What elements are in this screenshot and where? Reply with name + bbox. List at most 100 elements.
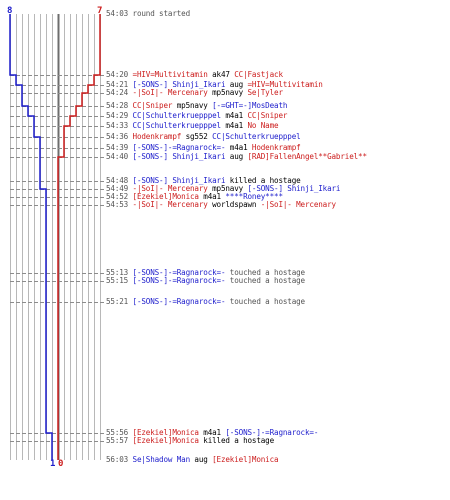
log-event: touched a hostage <box>225 297 305 306</box>
log-event: ak47 <box>207 70 235 79</box>
log-event: m4a1 <box>198 428 226 437</box>
blue-team-alive-line <box>9 14 53 460</box>
log-player: CC|Sniper <box>247 111 288 120</box>
log-event: mp5navy <box>207 88 248 97</box>
log-time: 54:48 <box>106 176 133 185</box>
log-time: 54:03 <box>106 9 133 18</box>
log-entry: 54:03 round started <box>106 9 190 18</box>
log-event: mp5navy <box>172 101 213 110</box>
red-team-alive-line <box>57 14 101 460</box>
log-event: mp5navy <box>207 184 248 193</box>
log-event: m4a1 <box>220 111 248 120</box>
log-time: 54:28 <box>106 101 133 110</box>
log-entry: 54:24 -|SoI|- Mercenary mp5navy Se|Tyler <box>106 88 283 97</box>
log-event: touched a hostage <box>225 276 305 285</box>
log-event: killed a hostage <box>198 436 275 445</box>
log-player: -|SoI|- Mercenary <box>132 88 208 97</box>
log-event: sg552 <box>181 132 213 141</box>
log-player: -|SoI|- Mercenary <box>132 200 208 209</box>
log-entry: 54:48 [-SONS-] Shinji_Ikari killed a hos… <box>106 176 301 185</box>
log-time: 54:29 <box>106 111 133 120</box>
log-player: ****Roney**** <box>225 192 283 201</box>
log-player: [-SONS-]-=Ragnarock=- <box>225 428 319 437</box>
log-player: [-SONS-] Shinji_Ikari <box>132 152 226 161</box>
log-player: -|SoI|- Mercenary <box>260 200 336 209</box>
log-player: [-=GHT=-]MosDeath <box>212 101 288 110</box>
log-entry: 54:53 -|SoI|- Mercenary worldspawn -|SoI… <box>106 200 336 209</box>
log-player: [-SONS-]-=Ragnarock=- <box>132 276 226 285</box>
log-player: Se|Tyler <box>247 88 284 97</box>
log-time: 55:56 <box>106 428 133 437</box>
red-team-end-count: 0 <box>58 459 64 469</box>
log-entry: 54:36 Hodenkrampf sg552 CC|Schulterkruep… <box>106 132 301 141</box>
log-event: m4a1 <box>225 143 252 152</box>
log-time: 55:15 <box>106 276 133 285</box>
log-player: [Ezekiel]Monica <box>132 436 199 445</box>
log-time: 54:40 <box>106 152 133 161</box>
blue-team-start-count: 8 <box>7 6 13 16</box>
log-entry: 54:20 =HIV=Multivitamin ak47 CC|Fastjack <box>106 70 283 79</box>
log-event: round started <box>132 9 191 18</box>
log-event: aug <box>225 152 248 161</box>
log-time: 54:53 <box>106 200 133 209</box>
log-entry: 54:29 CC|Schulterkruepppel m4a1 CC|Snipe… <box>106 111 287 120</box>
log-entry: 55:15 [-SONS-]-=Ragnarock=- touched a ho… <box>106 276 305 285</box>
log-event: m4a1 <box>220 121 248 130</box>
log-entry: 54:49 -|SoI|- Mercenary mp5navy [-SONS-]… <box>106 184 341 193</box>
log-entry: 54:52 [Ezekiel]Monica m4a1 ****Roney**** <box>106 192 283 201</box>
log-time: 54:49 <box>106 184 133 193</box>
log-player: [-SONS-]-=Ragnarock=- <box>132 297 226 306</box>
log-event: worldspawn <box>207 200 261 209</box>
log-player: CC|Schulterkruepppel <box>132 111 222 120</box>
log-entry: 55:56 [Ezekiel]Monica m4a1 [-SONS-]-=Rag… <box>106 428 318 437</box>
log-entry: 55:13 [-SONS-]-=Ragnarock=- touched a ho… <box>106 268 305 277</box>
log-time: 54:52 <box>106 192 133 201</box>
red-team-start-count: 7 <box>97 6 103 16</box>
log-time: 54:21 <box>106 80 133 89</box>
log-player: CC|Sniper <box>132 101 173 110</box>
log-player: Se|Shadow Man <box>132 455 191 464</box>
log-player: CC|Schulterkruepppel <box>132 121 222 130</box>
log-player: CC|Fastjack <box>234 70 283 79</box>
log-player: Hodenkrampf <box>132 132 182 141</box>
log-entry: 54:39 [-SONS-]-=Ragnarock=- m4a1 Hodenkr… <box>106 143 301 152</box>
log-entry: 56:03 Se|Shadow Man aug [Ezekiel]Monica <box>106 455 279 464</box>
log-entry: 54:33 CC|Schulterkruepppel m4a1 No Name <box>106 121 279 130</box>
log-player: No Name <box>247 121 279 130</box>
log-time: 54:24 <box>106 88 133 97</box>
log-player: [-SONS-] Shinji_Ikari <box>132 80 226 89</box>
log-time: 55:57 <box>106 436 133 445</box>
log-event: m4a1 <box>198 192 226 201</box>
log-player: =HIV=Multivitamin <box>132 70 208 79</box>
log-player: [-SONS-] Shinji_Ikari <box>132 176 226 185</box>
log-time: 55:21 <box>106 297 133 306</box>
log-entry: 55:21 [-SONS-]-=Ragnarock=- touched a ho… <box>106 297 305 306</box>
log-time: 54:20 <box>106 70 133 79</box>
blue-team-end-count: 1 <box>50 459 56 469</box>
log-entry: 54:28 CC|Sniper mp5navy [-=GHT=-]MosDeat… <box>106 101 287 110</box>
log-player: [-SONS-] Shinji_Ikari <box>247 184 341 193</box>
log-time: 54:33 <box>106 121 133 130</box>
log-time: 56:03 <box>106 455 133 464</box>
log-player: [RAD]FallenAngel**Gabriel** <box>247 152 368 161</box>
log-event: aug <box>225 80 248 89</box>
log-event: killed a hostage <box>225 176 301 185</box>
log-entry: 54:21 [-SONS-] Shinji_Ikari aug =HIV=Mul… <box>106 80 323 89</box>
log-player: [-SONS-]-=Ragnarock=- <box>132 143 226 152</box>
log-time: 54:36 <box>106 132 133 141</box>
log-player: [Ezekiel]Monica <box>132 428 199 437</box>
log-entry: 55:57 [Ezekiel]Monica killed a hostage <box>106 436 274 445</box>
log-player: =HIV=Multivitamin <box>247 80 323 89</box>
log-player: CC|Schulterkruepppel <box>212 132 301 141</box>
log-time: 54:39 <box>106 143 133 152</box>
log-time: 55:13 <box>106 268 133 277</box>
log-event: aug <box>190 455 213 464</box>
log-player: [-SONS-]-=Ragnarock=- <box>132 268 226 277</box>
log-player: -|SoI|- Mercenary <box>132 184 208 193</box>
log-event: touched a hostage <box>225 268 305 277</box>
log-player: Hodenkrampf <box>251 143 301 152</box>
log-entry: 54:40 [-SONS-] Shinji_Ikari aug [RAD]Fal… <box>106 152 367 161</box>
log-player: [Ezekiel]Monica <box>212 455 279 464</box>
log-player: [Ezekiel]Monica <box>132 192 199 201</box>
